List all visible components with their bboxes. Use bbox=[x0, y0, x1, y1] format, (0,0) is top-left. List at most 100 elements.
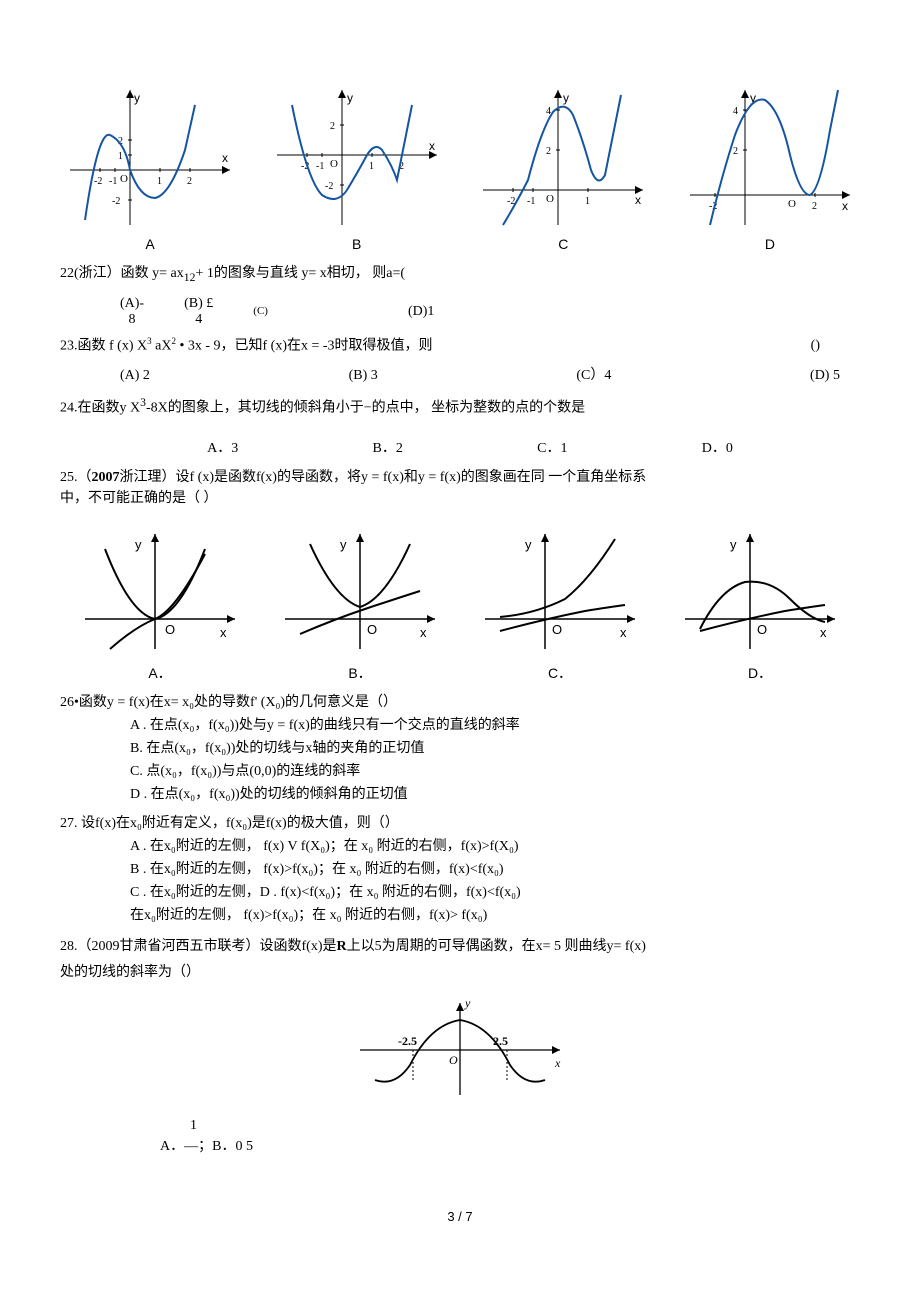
graph-C: y x O -2 -1 1 2 4 bbox=[473, 80, 653, 230]
q24-options: A．3 B．2 C．1 D．0 bbox=[140, 438, 800, 459]
svg-text:x: x bbox=[220, 625, 227, 640]
svg-text:-1: -1 bbox=[527, 196, 535, 207]
graph-mid-svg-C: y O x bbox=[475, 519, 645, 659]
svg-text:-2: -2 bbox=[325, 181, 333, 192]
q25-l1b: 浙江理）设f (x)是函数f(x)的导函数，将y = f(x)和y = f(x)… bbox=[120, 470, 647, 485]
q23-paren: () bbox=[811, 335, 820, 357]
q22-opt-D: (D)1 bbox=[408, 301, 434, 322]
svg-text:2: 2 bbox=[330, 121, 335, 132]
graph-A: y x O -2 -1 1 2 2 1 -2 bbox=[60, 80, 240, 230]
svg-text:2: 2 bbox=[546, 146, 551, 157]
svg-text:x: x bbox=[820, 625, 827, 640]
q24-A: A．3 bbox=[207, 438, 238, 459]
q25-l2: 中，不可能正确的是（ ） bbox=[60, 488, 860, 509]
page-number: 3 / 7 bbox=[60, 1207, 860, 1227]
svg-text:-1: -1 bbox=[316, 161, 324, 172]
graph-mid-label-D: D． bbox=[675, 663, 845, 684]
svg-text:x: x bbox=[429, 139, 435, 153]
q26: 26•函数y = f(x)在x= x₀处的导数f' (X₀)的几何意义是（） A… bbox=[60, 692, 860, 805]
graph-mid-label-C: C． bbox=[475, 663, 645, 684]
graph-mid-svg-D: y O x bbox=[675, 519, 845, 659]
graph-D: y x O -2 2 2 4 bbox=[680, 80, 860, 230]
q28-y: y bbox=[464, 996, 471, 1010]
graph-mid-C: y O x C． bbox=[475, 519, 645, 684]
q25: 25.（2007浙江理）设f (x)是函数f(x)的导函数，将y = f(x)和… bbox=[60, 467, 860, 509]
q27-D: 在x₀附近的左侧， f(x)>f(x₀)；在 x₀ 附近的右侧，f(x)> f(… bbox=[130, 905, 860, 926]
svg-text:O: O bbox=[757, 622, 767, 637]
svg-text:O: O bbox=[546, 193, 554, 205]
graph-cell-B: y x O -2 -1 1 2 2 -2 B bbox=[267, 80, 447, 255]
q24-l1b: -8X的图象上，其切线的倾斜角小于−的点中， 坐标为整数的点的个数是 bbox=[146, 400, 585, 415]
svg-text:y: y bbox=[730, 537, 737, 552]
graph-mid-A: y O x A． bbox=[75, 519, 245, 684]
q23: 23.函数 f (x) X3 aX2 • 3x - 9，已知f (x)在x = … bbox=[60, 335, 860, 357]
q22-B-top: (B) £ bbox=[184, 296, 213, 311]
svg-text:y: y bbox=[134, 91, 140, 105]
graph-label-B: B bbox=[267, 234, 447, 255]
q27-B: B . 在x₀附近的左侧， f(x)>f(x₀)；在 x₀ 附近的右侧，f(x)… bbox=[130, 859, 860, 880]
graph-label-C: C bbox=[473, 234, 653, 255]
svg-text:2: 2 bbox=[187, 176, 192, 187]
q22-opt-A: (A)- 8 bbox=[120, 296, 144, 327]
q22-options: (A)- 8 (B) £ 4 (C) (D)1 bbox=[120, 296, 860, 327]
svg-text:O: O bbox=[120, 173, 128, 185]
svg-text:1: 1 bbox=[157, 176, 162, 187]
svg-text:O: O bbox=[367, 622, 377, 637]
q23-A: (A) 2 bbox=[120, 365, 150, 386]
q26-C: C. 点(x₀，f(x₀))与点(0,0)的连线的斜率 bbox=[130, 761, 860, 782]
svg-text:1: 1 bbox=[369, 161, 374, 172]
graph-mid-label-A: A． bbox=[75, 663, 245, 684]
q22-A-top: (A)- bbox=[120, 296, 144, 311]
svg-text:x: x bbox=[635, 193, 641, 207]
svg-text:y: y bbox=[340, 537, 347, 552]
svg-text:O: O bbox=[165, 622, 175, 637]
q22-A-bot: 8 bbox=[129, 312, 136, 327]
graph-B: y x O -2 -1 1 2 2 -2 bbox=[267, 80, 447, 230]
graph-row-mid: y O x A． y O x B． y O x bbox=[60, 519, 860, 684]
q23-C: (C）4 bbox=[576, 365, 611, 386]
svg-text:-2: -2 bbox=[112, 196, 120, 207]
q28-l1a: 28.（2009甘肃省河西五市联考）设函数f(x)是 bbox=[60, 939, 337, 954]
graph-row-top: y x O -2 -1 1 2 2 1 -2 A y x O -2 -1 1 2… bbox=[60, 80, 860, 255]
graph-label-D: D bbox=[680, 234, 860, 255]
q22-mid: + 1的图象与直线 y= x相切， 则a=( bbox=[195, 266, 405, 281]
q23-mid1: aX bbox=[152, 339, 172, 354]
q25-l1a: 25.（ bbox=[60, 470, 92, 485]
q28-opt-line: A．—；B．0 5 bbox=[160, 1136, 860, 1157]
q22-prefix: 22(浙江）函数 y= ax bbox=[60, 266, 184, 281]
svg-text:x: x bbox=[222, 151, 228, 165]
svg-text:2: 2 bbox=[812, 201, 817, 212]
q28-l2: 处的切线的斜率为（） bbox=[60, 960, 860, 985]
q23-options: (A) 2 (B) 3 (C）4 (D) 5 bbox=[120, 365, 840, 386]
q27: 27. 设f(x)在x₀附近有定义，f(x₀)是f(x)的极大值，则（） A .… bbox=[60, 813, 860, 926]
q23-text: 23.函数 f (x) X bbox=[60, 339, 147, 354]
svg-text:1: 1 bbox=[585, 196, 590, 207]
graph-mid-svg-A: y O x bbox=[75, 519, 245, 659]
svg-text:y: y bbox=[563, 91, 569, 105]
q28-l1b: 上以5为周期的可导偶函数，在x= 5 则曲线y= f(x) bbox=[347, 939, 646, 954]
svg-text:O: O bbox=[552, 622, 562, 637]
graph-mid-D: y O x D． bbox=[675, 519, 845, 684]
q24-C: C．1 bbox=[537, 438, 567, 459]
svg-text:-2: -2 bbox=[94, 176, 102, 187]
q23-B: (B) 3 bbox=[349, 365, 378, 386]
svg-text:4: 4 bbox=[733, 106, 738, 117]
svg-text:y: y bbox=[525, 537, 532, 552]
q28-options: 1 A．—；B．0 5 bbox=[160, 1115, 860, 1157]
q28-x: x bbox=[554, 1056, 561, 1070]
svg-text:O: O bbox=[330, 158, 338, 170]
q22-B-bot: 4 bbox=[195, 312, 202, 327]
q27-A: A . 在x₀附近的左侧， f(x) V f(X₀)；在 x₀ 附近的右侧，f(… bbox=[130, 836, 860, 857]
svg-text:y: y bbox=[135, 537, 142, 552]
q28: 28.（2009甘肃省河西五市联考）设函数f(x)是R上以5为周期的可导偶函数，… bbox=[60, 934, 860, 984]
q23-mid2: • 3x - 9，已知f (x)在x = -3时取得极值，则 bbox=[176, 339, 433, 354]
svg-text:x: x bbox=[420, 625, 427, 640]
graph-mid-label-B: B． bbox=[275, 663, 445, 684]
q28-neg: -2.5 bbox=[398, 1034, 417, 1048]
graph-mid-svg-B: y O x bbox=[275, 519, 445, 659]
svg-text:1: 1 bbox=[118, 151, 123, 162]
q28-svg: y x O -2.5 2.5 bbox=[345, 995, 575, 1105]
q26-B: B. 在点(x₀，f(x₀))处的切线与x轴的夹角的正切值 bbox=[130, 738, 860, 759]
q25-bold: 2007 bbox=[92, 470, 120, 485]
graph-mid-B: y O x B． bbox=[275, 519, 445, 684]
